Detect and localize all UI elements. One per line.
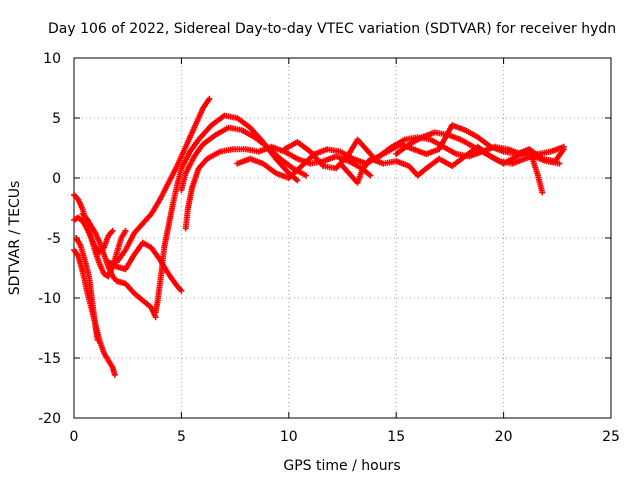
y-tick-label: 0: [52, 171, 61, 187]
chart-title: Day 106 of 2022, Sidereal Day-to-day VTE…: [48, 21, 616, 37]
data-point: [539, 189, 546, 196]
data-point: [560, 143, 567, 150]
x-tick-label: 20: [495, 429, 513, 445]
y-tick-label: 10: [43, 51, 61, 67]
y-tick-label: -15: [38, 351, 61, 367]
y-tick-label: 5: [52, 111, 61, 127]
y-tick-label: -10: [38, 291, 61, 307]
data-point: [178, 287, 185, 294]
data-point: [109, 227, 116, 234]
data-point: [294, 177, 301, 184]
data-point: [556, 160, 563, 167]
series-track-2: [71, 214, 116, 256]
x-tick-label: 0: [70, 429, 79, 445]
data-point: [122, 227, 129, 234]
x-tick-label: 15: [387, 429, 405, 445]
axis-ticks: 0 5 10 15 20 25 -20 -15 -10 -5 0 5 10: [38, 51, 620, 445]
x-tick-label: 25: [602, 429, 620, 445]
y-tick-label: -20: [38, 411, 61, 427]
series-track-14: [393, 129, 567, 167]
data-point: [302, 172, 309, 179]
data-point: [111, 371, 118, 378]
x-tick-label: 10: [280, 429, 298, 445]
y-tick-label: -5: [47, 231, 61, 247]
y-axis-label: SDTVAR / TECUs: [7, 181, 23, 296]
series-track-5: [79, 211, 159, 321]
series-track-10: [182, 143, 374, 232]
grid: [74, 58, 611, 418]
data-point: [367, 172, 374, 179]
x-axis-label: GPS time / hours: [283, 458, 400, 474]
x-tick-label: 5: [177, 429, 186, 445]
data-point: [206, 95, 213, 102]
series-track-7: [113, 95, 213, 265]
series-track-4: [71, 247, 118, 378]
series-track-9: [178, 124, 309, 193]
data-points: [71, 95, 567, 378]
